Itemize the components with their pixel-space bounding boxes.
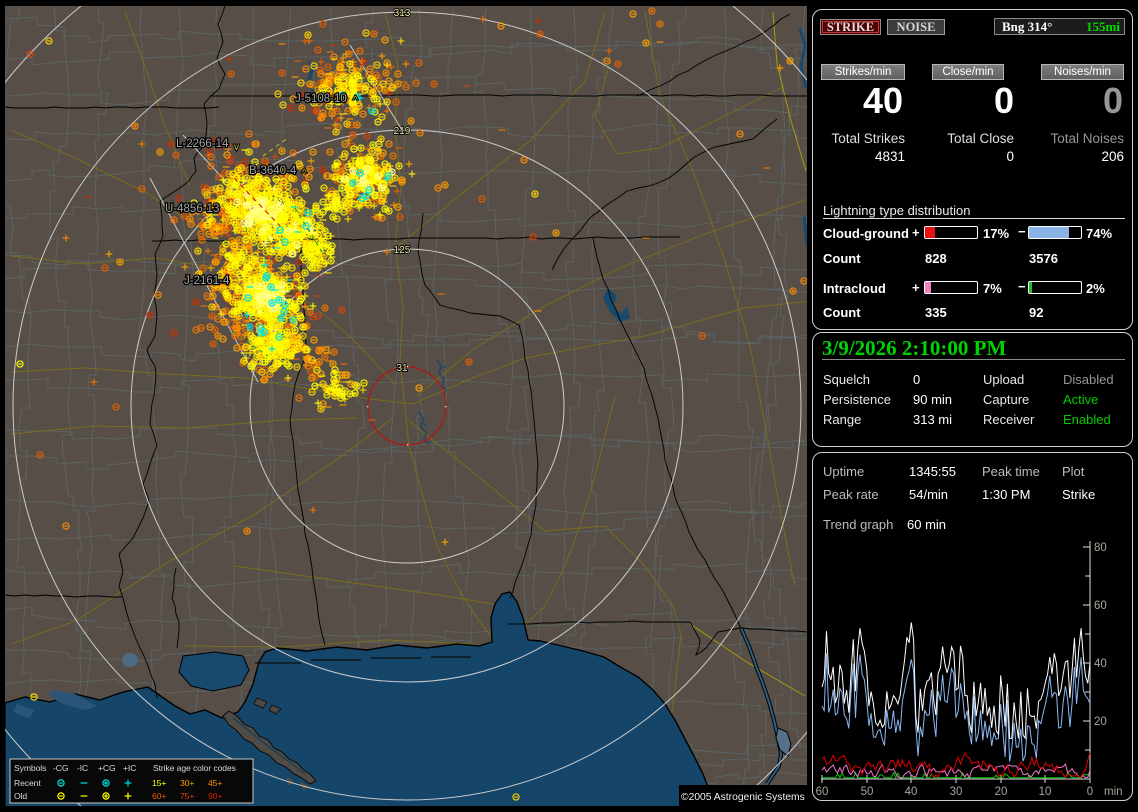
svg-text:30+: 30+	[180, 778, 194, 788]
svg-text:20: 20	[1094, 716, 1107, 728]
svg-text:10: 10	[1039, 786, 1052, 798]
svg-text:+IC: +IC	[123, 763, 136, 773]
svg-text:Recent: Recent	[14, 778, 41, 788]
svg-text:-CG: -CG	[53, 763, 69, 773]
svg-text:219: 219	[394, 126, 411, 137]
svg-text:45+: 45+	[208, 778, 222, 788]
svg-text:^: ^	[302, 168, 307, 179]
svg-text:U-4856-13: U-4856-13	[165, 203, 219, 215]
svg-text:20: 20	[995, 786, 1008, 798]
svg-text:90+: 90+	[208, 791, 222, 801]
svg-text:40: 40	[1094, 658, 1107, 670]
svg-text:80: 80	[1094, 542, 1107, 554]
svg-text:J-5108-10: J-5108-10	[295, 93, 347, 105]
svg-text:125: 125	[394, 245, 411, 256]
svg-text:min: min	[1104, 786, 1123, 798]
svg-text:313: 313	[394, 8, 411, 19]
svg-text:+CG: +CG	[98, 763, 116, 773]
svg-text:L-2266-14: L-2266-14	[176, 138, 229, 150]
svg-text:v: v	[234, 142, 239, 153]
svg-text:15+: 15+	[152, 778, 166, 788]
svg-text:-IC: -IC	[77, 763, 88, 773]
svg-text:Symbols: Symbols	[14, 763, 46, 773]
svg-text:©2005 Astrogenic Systems: ©2005 Astrogenic Systems	[681, 792, 805, 803]
svg-text:75+: 75+	[180, 791, 194, 801]
svg-text:60: 60	[816, 786, 829, 798]
svg-text:Old: Old	[14, 791, 27, 801]
svg-text:J-2161-4: J-2161-4	[184, 275, 230, 287]
svg-text:^: ^	[353, 95, 358, 106]
svg-text:60: 60	[1094, 600, 1107, 612]
svg-text:50: 50	[861, 786, 874, 798]
svg-text:0: 0	[1087, 786, 1093, 798]
svg-text:B-3640-4: B-3640-4	[249, 165, 297, 177]
svg-text:40: 40	[905, 786, 918, 798]
svg-text:30: 30	[950, 786, 963, 798]
svg-text:Strike age color codes: Strike age color codes	[153, 763, 236, 773]
svg-text:60+: 60+	[152, 791, 166, 801]
svg-text:31: 31	[396, 363, 408, 374]
